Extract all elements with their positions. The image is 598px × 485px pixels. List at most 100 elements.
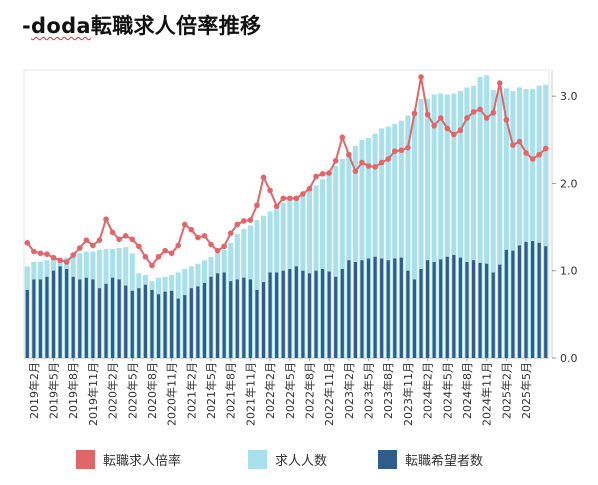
seekers-bar — [366, 258, 371, 358]
seekers-bar — [156, 294, 161, 358]
ratio-point — [70, 252, 77, 258]
jobs-bar — [352, 145, 358, 358]
seekers-bar — [301, 270, 305, 358]
ratio-point — [136, 243, 142, 250]
seekers-bar — [104, 283, 108, 358]
ratio-point — [195, 234, 201, 241]
ratio-point — [483, 115, 490, 121]
seekers-bar — [216, 273, 220, 358]
ratio-point — [90, 242, 96, 249]
seekers-bar — [202, 282, 207, 358]
jobs-bar — [510, 90, 516, 358]
seekers-bar — [307, 273, 312, 358]
ratio-point — [464, 115, 470, 121]
jobs-bar — [392, 124, 398, 358]
ratio-point — [122, 233, 129, 239]
seekers-bar — [91, 279, 95, 358]
ratio-point — [214, 247, 221, 254]
seekers-bar — [445, 256, 449, 358]
seekers-bar — [399, 257, 403, 358]
ratio-point — [37, 250, 44, 257]
ratio-point — [280, 195, 287, 202]
ratio-point — [175, 242, 182, 249]
jobs-bar — [339, 159, 345, 358]
ratio-point — [477, 106, 483, 113]
x-tick-label: 2023年2月 — [342, 362, 356, 419]
seekers-bar — [183, 295, 187, 358]
seekers-bar — [176, 298, 180, 358]
seekers-bar — [235, 279, 239, 358]
seekers-bar — [97, 288, 102, 358]
seekers-bar — [196, 286, 200, 358]
seekers-bar — [294, 266, 298, 358]
jobs-bar — [444, 94, 450, 358]
seekers-bar — [327, 271, 331, 358]
ratio-point — [418, 74, 424, 80]
legend-swatch-seekers — [378, 450, 397, 469]
seekers-bar — [412, 279, 417, 358]
jobs-bar — [320, 179, 326, 358]
x-tick-label: 2020年5月 — [125, 362, 139, 419]
seekers-bar — [452, 255, 456, 358]
jobs-bar — [418, 98, 424, 359]
seekers-bar — [58, 266, 62, 358]
right-axis-tick-label: 3.0 — [560, 90, 578, 103]
seekers-bar — [380, 258, 384, 358]
ratio-point — [149, 262, 155, 269]
seekers-bar — [531, 241, 535, 358]
jobs-bar — [372, 133, 378, 358]
jobs-bar — [333, 166, 339, 358]
ratio-point — [529, 156, 536, 162]
seekers-bar — [32, 279, 36, 358]
seekers-bar — [386, 260, 390, 358]
ratio-point — [385, 156, 392, 162]
ratio-point — [63, 259, 70, 265]
seekers-bar — [38, 279, 42, 358]
ratio-point — [451, 131, 457, 138]
seekers-bar — [84, 277, 88, 358]
ratio-point — [326, 170, 332, 176]
ratio-point — [372, 164, 378, 170]
ratio-point — [221, 243, 227, 250]
seekers-bar — [45, 276, 49, 358]
ratio-point — [470, 109, 477, 115]
seekers-bar — [111, 277, 115, 358]
x-tick-label: 2022年11月 — [322, 362, 336, 426]
seekers-bar — [222, 272, 226, 358]
legend-label-jobs: 求人人数 — [275, 454, 328, 469]
x-tick-label: 2024年11月 — [480, 362, 494, 426]
jobs-bar — [326, 172, 332, 358]
jobs-bar — [359, 139, 365, 358]
jobs-bar — [398, 120, 404, 358]
jobs-bar — [536, 85, 542, 358]
seekers-bar — [419, 268, 423, 358]
ratio-point — [181, 221, 188, 228]
seekers-bar — [511, 250, 515, 358]
seekers-bar — [406, 270, 410, 358]
legend-swatch-jobs — [248, 450, 267, 469]
ratio-point — [96, 237, 103, 243]
seekers-bar — [51, 270, 56, 358]
jobs-bar — [497, 87, 503, 359]
jobs-bar — [523, 89, 529, 358]
seekers-bar — [347, 260, 351, 358]
x-tick-label: 2021年5月 — [204, 362, 218, 419]
ratio-point — [510, 142, 516, 148]
ratio-point — [208, 241, 214, 248]
seekers-bar — [471, 260, 476, 358]
jobs-bar — [254, 220, 260, 358]
jobs-bar — [490, 90, 496, 358]
seekers-bar — [373, 256, 377, 358]
seekers-bar — [340, 268, 344, 358]
ratio-point — [365, 163, 372, 169]
ratio-point — [319, 171, 326, 177]
seekers-bar — [229, 281, 233, 358]
x-tick-label: 2025年5月 — [519, 362, 533, 419]
seekers-bar — [458, 257, 462, 358]
seekers-bar — [124, 285, 128, 358]
jobs-bar — [543, 84, 549, 358]
seekers-bar — [209, 276, 213, 358]
right-axis-tick-label: 0.0 — [560, 352, 578, 365]
ratio-point — [116, 236, 122, 243]
seekers-bar — [524, 241, 528, 358]
